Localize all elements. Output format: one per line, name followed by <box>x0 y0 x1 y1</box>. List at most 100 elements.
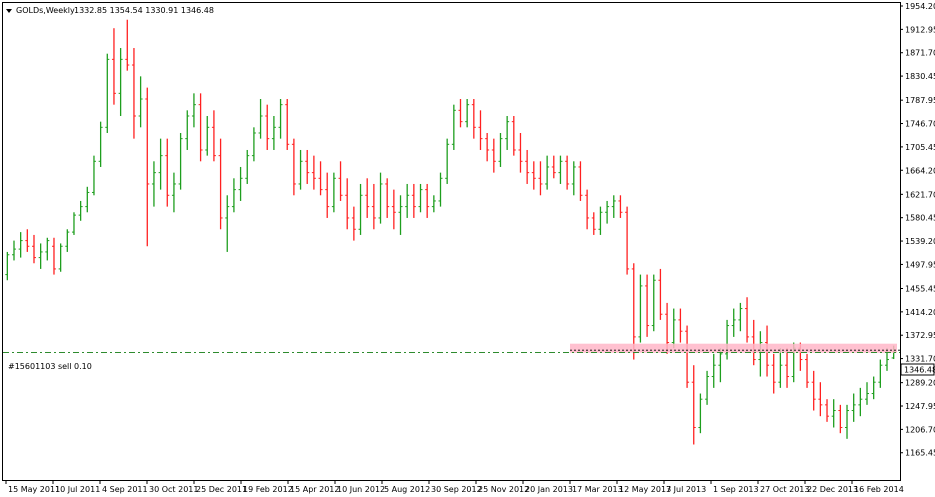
ohlc-bar <box>345 178 350 230</box>
ohlc-bar <box>411 183 416 218</box>
y-tick-label: 1954.20 <box>905 2 935 11</box>
ohlc-bar <box>425 183 430 218</box>
ohlc-bar <box>111 28 116 105</box>
y-tick-label: 1912.95 <box>905 25 935 34</box>
ohlc-bar <box>138 76 143 128</box>
ohlc-bar <box>738 302 743 332</box>
y-tick-label: 1746.70 <box>905 120 935 129</box>
ohlc-bar <box>5 251 10 281</box>
ohlc-bar <box>511 115 516 156</box>
ohlc-bar <box>378 172 383 224</box>
ohlc-bar <box>645 274 650 337</box>
ohlc-bar <box>318 161 323 196</box>
ohlc-bar <box>451 104 456 150</box>
x-tick-label: 15 May 2011 <box>8 485 60 494</box>
y-tick-label: 1206.70 <box>905 425 935 434</box>
ohlc-bar <box>678 308 683 343</box>
ohlc-bar <box>805 353 810 388</box>
ohlc-bar <box>505 115 510 150</box>
x-tick-label: 4 Sep 2011 <box>102 485 148 494</box>
x-tick-label: 30 Sep 2012 <box>431 485 482 494</box>
ohlc-bar <box>398 195 403 235</box>
ohlc-bar <box>611 195 616 218</box>
ohlc-bar <box>685 325 690 388</box>
ohlc-bar <box>865 382 870 405</box>
y-tick-label: 1455.45 <box>905 284 935 293</box>
ohlc-bar <box>385 178 390 218</box>
triangle-down-icon[interactable] <box>6 9 12 13</box>
ohlc-bar <box>98 121 103 167</box>
price-axis: 1954.20 1912.95 1871.70 1830.45 1787.95 1746.… <box>900 2 935 458</box>
ohlc-bar <box>858 387 863 417</box>
ohlc-bar <box>751 319 756 366</box>
ohlc-bar <box>151 161 156 207</box>
ohlc-bar <box>311 155 316 190</box>
y-tick-label: 1621.70 <box>905 190 935 199</box>
ohlc-bar <box>458 99 463 128</box>
ohlc-bar <box>845 404 850 439</box>
ohlc-bar <box>651 274 656 332</box>
y-tick-label: 1664.20 <box>905 166 935 175</box>
ohlc-bar <box>191 93 196 128</box>
ohlc-bar <box>531 161 536 190</box>
ohlc-bar <box>591 212 596 235</box>
ohlc-bar <box>491 138 496 173</box>
y-tick-label: 1372.95 <box>905 331 935 340</box>
ohlc-bar <box>305 149 310 184</box>
x-tick-label: 25 Nov 2012 <box>478 485 529 494</box>
ohlc-bar <box>718 348 723 383</box>
ohlc-bar <box>231 178 236 213</box>
ohlc-bar <box>205 115 210 156</box>
ohlc-bars <box>5 19 896 445</box>
ohlc-bar <box>331 172 336 213</box>
ohlc-bar <box>878 359 883 388</box>
ohlc-bar <box>478 110 483 150</box>
ohlc-bar <box>538 161 543 196</box>
ohlc-bar <box>638 274 643 343</box>
ohlc-bar <box>78 200 83 221</box>
ohlc-bar <box>658 268 663 320</box>
ohlc-bar <box>291 138 296 196</box>
ohlc-bar <box>165 138 170 207</box>
ohlc-bar <box>705 370 710 405</box>
x-tick-label: 15 Apr 2012 <box>290 485 339 494</box>
ohlc-bar <box>711 353 716 388</box>
x-tick-label: 20 Jan 2013 <box>525 485 573 494</box>
ohlc-bar <box>731 308 736 337</box>
ohlc-bar <box>671 308 676 349</box>
x-tick-label: 27 Oct 2013 <box>760 485 809 494</box>
ohlc-bar <box>598 206 603 235</box>
ohlc-bar <box>825 399 830 422</box>
x-tick-label: 5 Aug 2012 <box>384 485 430 494</box>
ohlc-bar <box>91 155 96 196</box>
x-tick-label: 10 Jul 2011 <box>55 485 100 494</box>
ohlc-bar <box>405 183 410 218</box>
x-tick-label: 25 Dec 2011 <box>196 485 247 494</box>
x-tick-label: 7 Jul 2013 <box>666 485 706 494</box>
ohlc-bar <box>518 132 523 173</box>
ohlc-bar <box>691 365 696 445</box>
overlays <box>3 343 900 353</box>
ohlc-bar <box>551 155 556 179</box>
ohlc-bar <box>265 104 270 150</box>
ohlc-bar <box>585 189 590 230</box>
ohlc-bar <box>605 200 610 224</box>
ohlc-bar <box>578 161 583 201</box>
ohlc-bar <box>778 348 783 388</box>
highlight-zone <box>570 343 897 353</box>
ohlc-bar <box>545 155 550 190</box>
ohlc-bar <box>298 149 303 190</box>
ohlc-bar <box>391 189 396 230</box>
ohlc-bar <box>618 195 623 218</box>
ohlc-bar <box>71 212 76 235</box>
ohlc-bar <box>31 234 36 264</box>
x-tick-label: 19 Feb 2012 <box>243 485 293 494</box>
x-tick-label: 22 Dec 2013 <box>807 485 858 494</box>
ohlc-bar <box>838 404 843 434</box>
ohlc-bar <box>18 232 23 258</box>
order-label[interactable]: #15601103 sell 0.10 <box>8 362 92 371</box>
ohlc-bar <box>285 99 290 150</box>
